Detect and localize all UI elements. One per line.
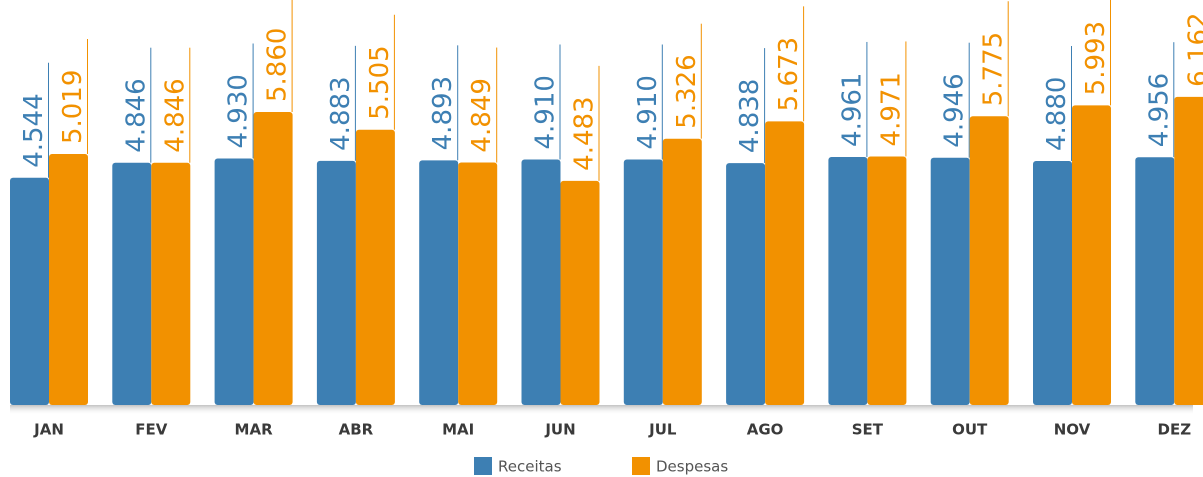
baseline-shadow [10, 405, 1193, 415]
bar [214, 158, 254, 405]
value-label: 4.849 [467, 78, 497, 152]
x-tick-label: DEZ [1158, 421, 1192, 439]
bar [560, 180, 600, 405]
x-tick-label: SET [852, 421, 884, 439]
value-label: 5.860 [263, 28, 293, 102]
value-label: 6.162 [1183, 12, 1203, 86]
bar [419, 160, 459, 405]
value-label: 5.775 [979, 32, 1009, 106]
bar [458, 162, 498, 405]
bar [969, 116, 1009, 405]
legend-swatch [632, 457, 650, 475]
x-tick-label: AGO [747, 421, 784, 439]
value-label: 4.544 [19, 93, 49, 167]
bar [316, 160, 356, 405]
value-label: 4.846 [121, 78, 151, 152]
bar [930, 157, 970, 405]
bar [662, 138, 702, 405]
value-label: 5.673 [774, 37, 804, 111]
legend-label: Receitas [498, 458, 562, 476]
x-tick-label: JAN [33, 421, 64, 439]
value-label: 4.910 [531, 75, 561, 149]
legend-swatch [474, 457, 492, 475]
x-tick-label: JUN [544, 421, 575, 439]
bar [623, 159, 663, 405]
x-tick-label: MAR [235, 421, 274, 439]
x-tick-label: FEV [135, 421, 167, 439]
bar [867, 156, 907, 405]
bar [112, 162, 152, 405]
value-label: 4.846 [160, 78, 190, 152]
value-label: 4.961 [837, 73, 867, 147]
x-tick-label: JUL [648, 421, 677, 439]
bar [49, 154, 88, 405]
bar [765, 121, 805, 405]
value-label: 4.483 [570, 96, 600, 170]
bar [828, 156, 868, 405]
value-label: 4.956 [1144, 73, 1174, 147]
bar [355, 129, 395, 405]
bar [1174, 96, 1203, 405]
bar [521, 159, 561, 405]
value-label: 4.971 [876, 72, 906, 146]
x-tick-label: NOV [1054, 421, 1091, 439]
legend-label: Despesas [656, 458, 728, 476]
value-label: 4.946 [940, 73, 970, 147]
bar [253, 112, 293, 405]
value-label: 5.993 [1081, 21, 1111, 95]
value-label: 4.930 [224, 74, 254, 148]
x-tick-label: MAI [442, 421, 474, 439]
bar [10, 177, 49, 405]
value-label: 4.893 [428, 76, 458, 150]
value-label: 5.326 [672, 54, 702, 128]
bar [1135, 157, 1175, 405]
bar [726, 163, 766, 405]
bar [1072, 105, 1111, 405]
x-tick-label: OUT [952, 421, 988, 439]
x-tick-label: ABR [339, 421, 374, 439]
value-label: 5.505 [365, 45, 395, 119]
value-label: 4.883 [326, 76, 356, 150]
value-label: 4.880 [1042, 77, 1072, 151]
value-label: 4.910 [633, 75, 663, 149]
value-label: 5.019 [58, 70, 88, 144]
value-label: 4.838 [735, 79, 765, 153]
bar [151, 162, 191, 405]
bar [1033, 161, 1072, 405]
